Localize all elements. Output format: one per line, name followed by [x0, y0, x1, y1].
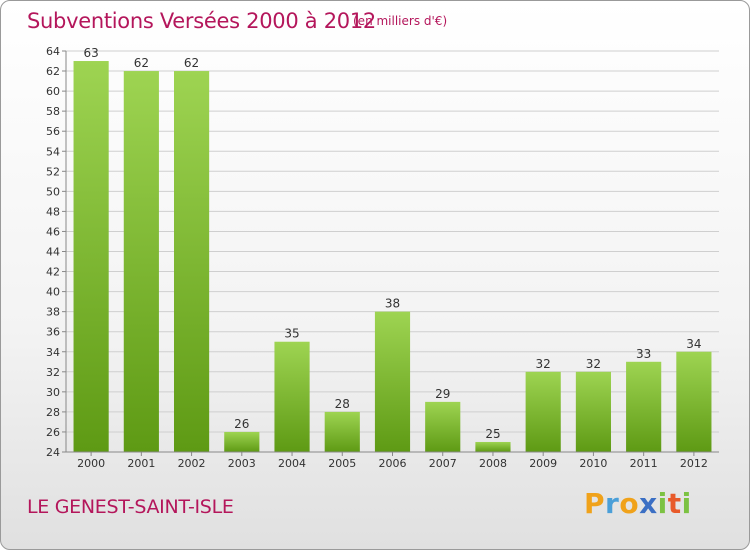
bar-value-label: 28 [335, 397, 350, 411]
y-tick-label: 54 [46, 145, 60, 158]
bar [274, 341, 310, 452]
y-tick-label: 40 [46, 286, 60, 299]
x-tick-label: 2001 [127, 457, 155, 470]
bar-value-label: 63 [83, 46, 98, 60]
y-tick-label: 24 [46, 446, 60, 459]
bar-value-label: 29 [435, 387, 450, 401]
bar-value-label: 32 [586, 357, 601, 371]
bar-value-label: 34 [686, 337, 701, 351]
y-tick-label: 60 [46, 85, 60, 98]
bar [575, 371, 612, 452]
y-tick-label: 52 [46, 165, 60, 178]
proxiti-logo[interactable]: Proxiti [584, 487, 692, 520]
bar-value-label: 33 [636, 347, 651, 361]
bar-value-label: 62 [184, 56, 199, 70]
bar [525, 371, 561, 452]
axes: 24 26 28 30 32 34 36 38 40 42 44 46 48 50 52 54 56 58 60 62… [46, 45, 719, 470]
y-tick-label: 42 [46, 266, 60, 279]
y-tick-label: 62 [46, 65, 60, 78]
chart-title: Subventions Versées 2000 à 2012 [27, 9, 376, 33]
x-tick-label: 2005 [328, 457, 356, 470]
y-tick-label: 56 [46, 125, 60, 138]
y-tick-label: 38 [46, 306, 60, 319]
bar [123, 71, 159, 453]
y-tick-label: 28 [46, 406, 60, 419]
bar [374, 311, 411, 452]
chart-subtitle: (en milliers d'€) [353, 14, 448, 28]
bar [676, 351, 712, 452]
y-tick-label: 44 [46, 246, 60, 259]
y-tick-label: 32 [46, 366, 60, 379]
bar-value-label: 26 [234, 417, 249, 431]
y-tick-label: 36 [46, 326, 60, 339]
x-tick-label: 2006 [379, 457, 407, 470]
y-tick-label: 64 [46, 45, 60, 58]
bar-value-label: 25 [485, 427, 500, 441]
bar-value-label: 32 [536, 357, 551, 371]
commune-name: LE GENEST-SAINT-ISLE [27, 496, 234, 518]
y-tick-label: 30 [46, 386, 60, 399]
y-tick-label: 58 [46, 105, 60, 118]
bar-value-label: 38 [385, 297, 400, 311]
x-tick-label: 2009 [529, 457, 557, 470]
bar [324, 411, 360, 452]
bar [224, 431, 260, 452]
x-tick-label: 2002 [178, 457, 206, 470]
bar [425, 401, 461, 452]
y-tick-label: 26 [46, 426, 60, 439]
bar [475, 441, 511, 452]
x-tick-label: 2012 [680, 457, 708, 470]
x-tick-label: 2007 [429, 457, 457, 470]
bar [626, 361, 662, 452]
bars: 63 62 62 26 35 28 38 29 25 32 32 33 34 [73, 46, 712, 453]
bar [173, 71, 210, 453]
x-tick-label: 2004 [278, 457, 306, 470]
y-tick-label: 34 [46, 346, 60, 359]
y-tick-label: 48 [46, 205, 60, 218]
x-tick-label: 2011 [630, 457, 658, 470]
bar [73, 61, 109, 453]
x-tick-label: 2000 [77, 457, 105, 470]
bar-value-label: 62 [134, 56, 149, 70]
x-tick-label: 2010 [579, 457, 607, 470]
x-tick-label: 2008 [479, 457, 507, 470]
y-tick-label: 50 [46, 185, 60, 198]
x-tick-label: 2003 [228, 457, 256, 470]
bar-value-label: 35 [284, 327, 299, 341]
y-tick-label: 46 [46, 225, 60, 238]
